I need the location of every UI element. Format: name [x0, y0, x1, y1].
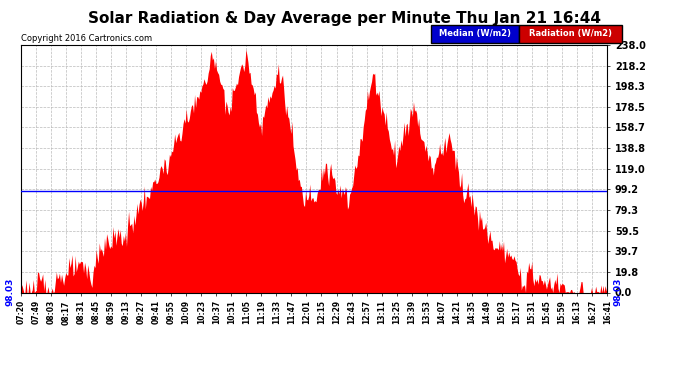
- Text: 98.03: 98.03: [6, 278, 15, 306]
- Text: Solar Radiation & Day Average per Minute Thu Jan 21 16:44: Solar Radiation & Day Average per Minute…: [88, 11, 602, 26]
- Text: Radiation (W/m2): Radiation (W/m2): [529, 29, 612, 38]
- Text: Median (W/m2): Median (W/m2): [440, 29, 511, 38]
- Text: 98.03: 98.03: [613, 278, 622, 306]
- Text: Copyright 2016 Cartronics.com: Copyright 2016 Cartronics.com: [21, 33, 152, 42]
- FancyBboxPatch shape: [431, 25, 520, 42]
- FancyBboxPatch shape: [520, 25, 622, 42]
